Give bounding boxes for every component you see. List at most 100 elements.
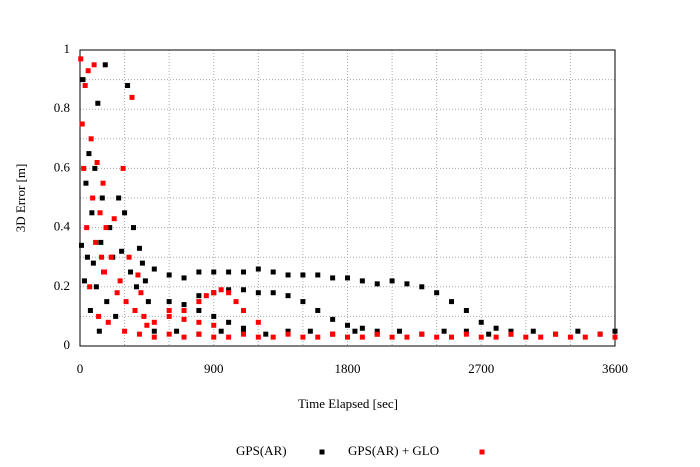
point (345, 334, 350, 340)
point (508, 331, 514, 337)
point (330, 331, 336, 337)
point (96, 328, 102, 334)
point (233, 299, 239, 305)
point (226, 287, 232, 293)
point (97, 210, 103, 216)
x-axis-label: Time Elapsed [sec] (298, 396, 398, 411)
legend-label: GPS(AR) + GLO (348, 443, 439, 458)
legend-label: GPS(AR) (236, 443, 287, 458)
point (397, 328, 403, 334)
point (270, 334, 276, 340)
point (119, 248, 125, 254)
point (211, 322, 217, 328)
point (81, 165, 87, 171)
point (389, 278, 395, 284)
y-tick-label: 0.8 (54, 100, 70, 115)
point (300, 272, 306, 278)
point (135, 272, 141, 278)
point (226, 319, 232, 325)
point (218, 328, 224, 334)
point (151, 266, 157, 272)
point (139, 260, 145, 266)
point (128, 269, 134, 275)
point (136, 331, 142, 337)
point (100, 180, 106, 186)
point (145, 299, 151, 305)
point (493, 334, 499, 340)
point (240, 307, 246, 313)
point (196, 307, 202, 313)
point (144, 322, 150, 328)
point (478, 319, 484, 325)
point (285, 272, 291, 278)
point (211, 313, 217, 319)
point (83, 180, 89, 186)
point (508, 328, 514, 334)
point (105, 319, 111, 325)
point (389, 334, 395, 340)
point (125, 83, 131, 89)
y-tick-label: 0 (64, 337, 71, 352)
point (211, 269, 217, 275)
point (478, 334, 484, 340)
point (181, 302, 187, 308)
point (84, 225, 90, 231)
y-tick-label: 0.4 (54, 219, 71, 234)
point (211, 290, 217, 296)
point (374, 281, 380, 287)
point (196, 331, 202, 337)
point (270, 269, 276, 275)
point (255, 319, 261, 325)
point (419, 331, 425, 337)
point (530, 328, 536, 334)
point (181, 316, 187, 322)
point (196, 293, 202, 299)
point (359, 278, 365, 284)
point (78, 56, 84, 62)
point (441, 328, 447, 334)
legend-swatch (319, 449, 325, 455)
point (92, 165, 98, 171)
point (166, 313, 172, 319)
point (434, 290, 440, 296)
point (285, 331, 291, 337)
point (90, 260, 96, 266)
point (300, 299, 306, 305)
point (434, 334, 440, 340)
point (93, 239, 99, 245)
point (330, 316, 336, 322)
point (98, 239, 104, 245)
point (138, 290, 144, 296)
point (87, 307, 93, 313)
point (142, 278, 148, 284)
point (612, 328, 618, 334)
point (352, 328, 358, 334)
point (103, 225, 109, 231)
point (255, 266, 261, 272)
point (82, 83, 88, 89)
point (211, 334, 217, 340)
point (114, 290, 120, 296)
x-tick-label: 2700 (468, 361, 494, 376)
point (315, 307, 321, 313)
point (307, 328, 313, 334)
point (203, 293, 209, 299)
point (111, 216, 117, 222)
point (255, 290, 261, 296)
point (463, 331, 469, 337)
point (226, 334, 232, 340)
y-tick-label: 0.2 (54, 278, 70, 293)
point (102, 62, 108, 68)
point (108, 254, 114, 260)
point (116, 195, 122, 201)
point (315, 334, 321, 340)
point (404, 334, 410, 340)
point (359, 325, 365, 331)
point (86, 151, 92, 157)
point (345, 322, 350, 328)
point (91, 62, 97, 68)
point (104, 299, 110, 305)
point (597, 331, 603, 337)
y-tick-label: 0.6 (54, 159, 71, 174)
point (166, 272, 172, 278)
